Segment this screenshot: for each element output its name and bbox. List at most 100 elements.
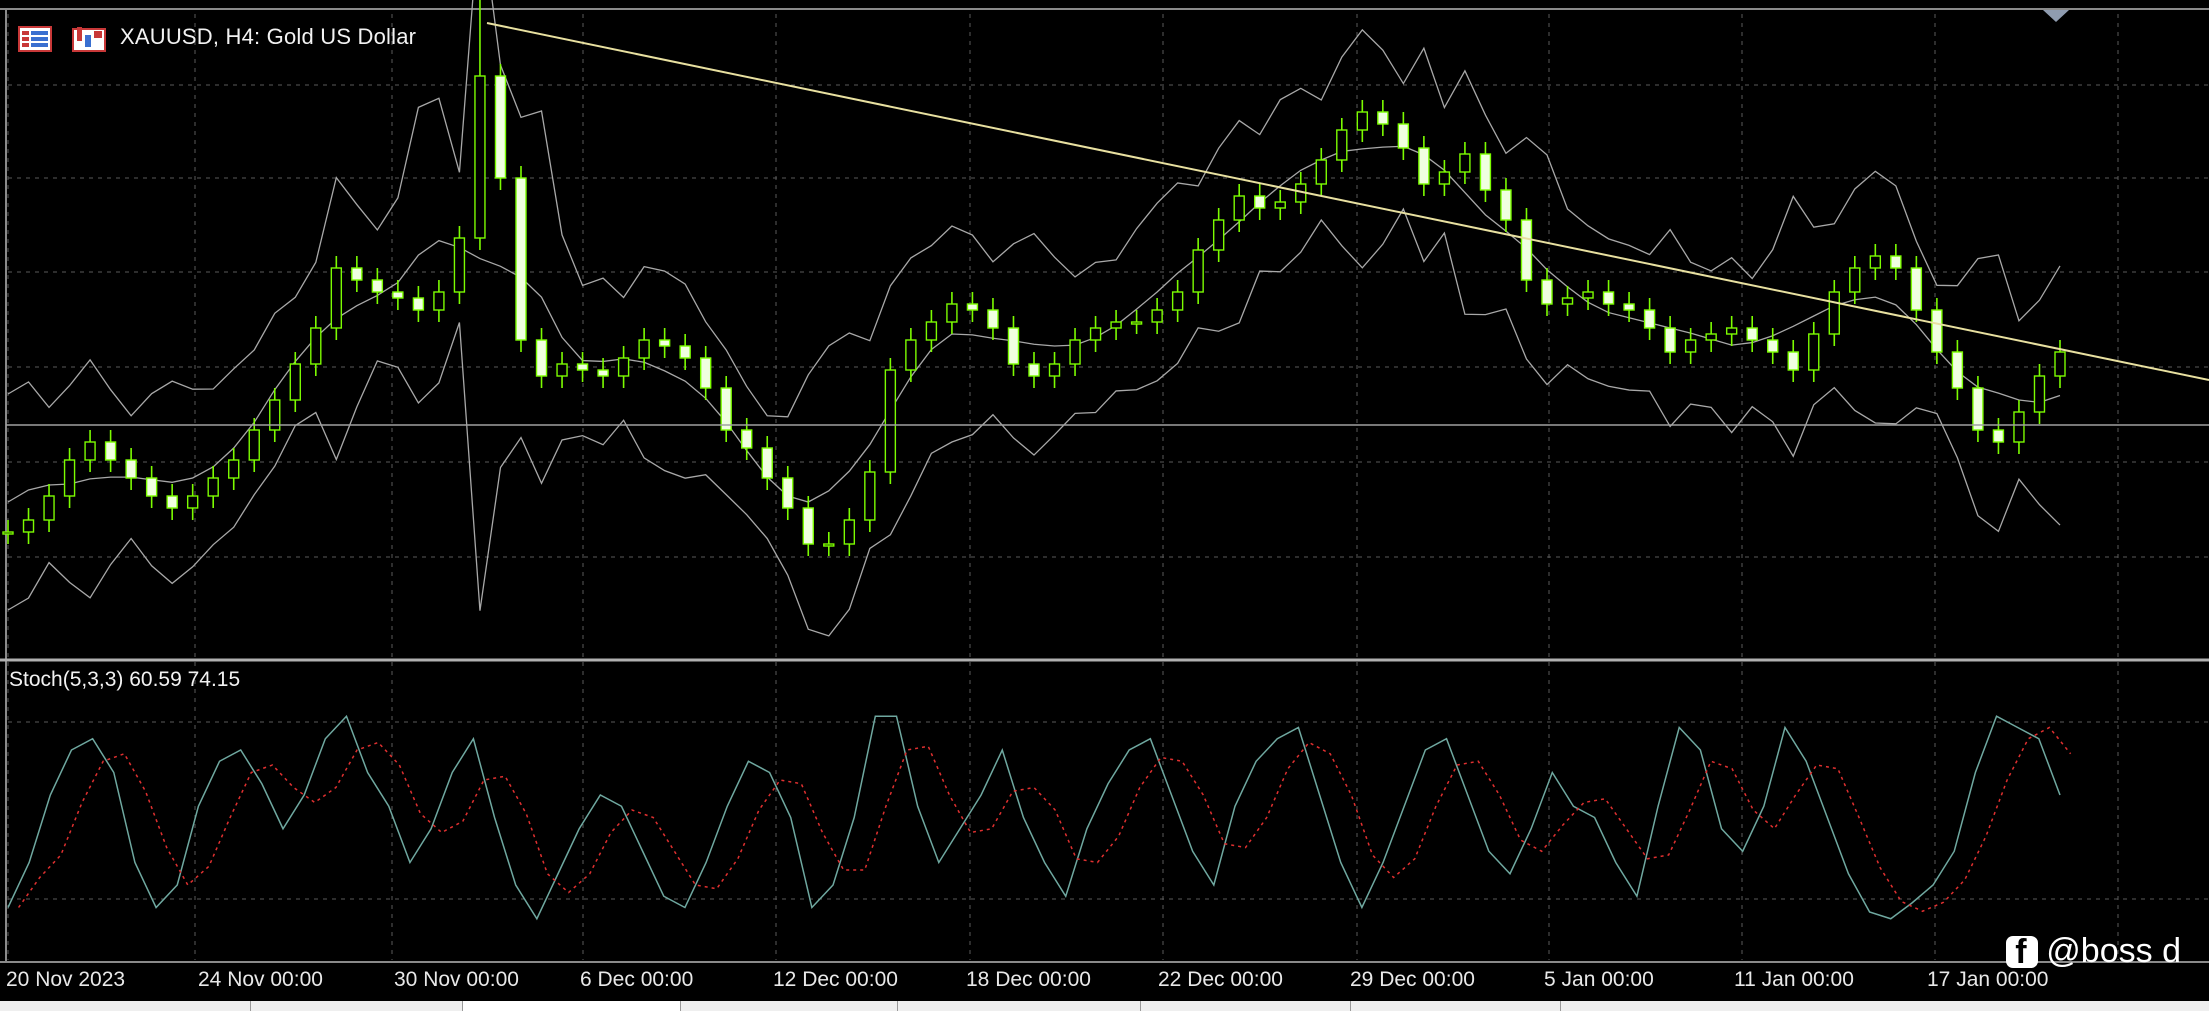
candle	[1028, 352, 1040, 388]
candle-body	[535, 339, 548, 377]
chart-tab[interactable]	[897, 1001, 898, 1011]
candle-body	[1808, 333, 1820, 371]
candle-body	[1972, 387, 1984, 431]
candle	[1500, 178, 1512, 232]
candle	[617, 346, 630, 388]
candle	[392, 280, 404, 310]
candle	[1069, 328, 1081, 376]
candle	[351, 256, 363, 292]
candle	[1664, 316, 1676, 364]
candle-body	[453, 237, 466, 293]
candle	[1541, 268, 1553, 316]
candle-body	[1356, 111, 1369, 131]
candle	[1890, 244, 1902, 280]
candle	[1438, 160, 1451, 196]
candle-body	[1890, 255, 1902, 269]
candle	[1377, 100, 1389, 136]
time-axis-label: 11 Jan 00:00	[1734, 968, 1854, 991]
chart-title: XAUUSD, H4: Gold US Dollar	[120, 24, 417, 49]
candle-body	[1684, 339, 1697, 353]
candle	[412, 286, 425, 322]
candle	[535, 328, 548, 388]
candle	[1828, 280, 1840, 346]
candle-body	[166, 495, 178, 509]
candle	[1336, 118, 1348, 172]
candle	[1212, 208, 1225, 262]
candle-body	[1377, 111, 1389, 125]
stoch-main-line	[7, 714, 2061, 921]
candle	[1254, 184, 1266, 220]
candle	[166, 484, 178, 520]
candle-body	[699, 357, 712, 389]
candle-body	[638, 339, 650, 359]
candle-body	[269, 399, 281, 431]
candle	[228, 448, 240, 490]
candle	[494, 64, 507, 190]
candle-body	[1828, 291, 1840, 335]
candle	[987, 298, 999, 340]
candle-body	[1479, 153, 1492, 191]
candle-body	[1849, 267, 1861, 293]
chart-tab[interactable]	[680, 1001, 681, 1011]
candle	[658, 328, 671, 358]
candle-body	[1151, 309, 1163, 323]
candle	[1972, 376, 1984, 442]
candle-body	[966, 303, 979, 311]
candle-body	[63, 459, 76, 497]
candle-body	[1643, 309, 1656, 329]
candle	[2, 520, 14, 544]
candle-body	[84, 441, 96, 461]
candle	[823, 532, 835, 556]
candle-body	[987, 309, 999, 329]
chart-tab[interactable]	[250, 1001, 251, 1011]
candle	[145, 466, 158, 508]
candle	[1767, 328, 1779, 364]
chart-tab-bar	[0, 1001, 2209, 1011]
candle	[1356, 100, 1369, 142]
candle	[104, 430, 117, 472]
candle-body	[1869, 255, 1882, 269]
time-axis-label: 22 Dec 00:00	[1158, 968, 1283, 991]
candle-body	[1274, 201, 1286, 209]
one-click-trading-icon[interactable]	[72, 26, 106, 52]
candle	[1787, 340, 1799, 382]
candle-body	[617, 357, 630, 377]
time-axis-label: 24 Nov 00:00	[198, 968, 323, 991]
candle-body	[576, 363, 589, 371]
candle-body	[1418, 147, 1430, 185]
candle	[966, 292, 979, 322]
candle	[884, 358, 897, 484]
time-axis-label: 6 Dec 00:00	[580, 968, 693, 991]
chart-properties-icon[interactable]	[18, 26, 52, 52]
candle	[125, 448, 137, 490]
time-axis-label: 5 Jan 00:00	[1544, 968, 1654, 991]
trendline	[486, 22, 2209, 381]
candle-body	[186, 495, 199, 509]
candle-body	[2054, 351, 2066, 377]
chart-shift-marker-icon[interactable]	[2043, 10, 2069, 22]
candle-body	[679, 345, 691, 359]
chart-tab[interactable]	[1560, 1001, 1561, 1011]
candle-body	[905, 339, 917, 371]
candle-body	[658, 339, 671, 347]
candle-body	[761, 447, 773, 479]
candle-body	[207, 477, 219, 497]
candle-body	[597, 369, 609, 377]
chart-tab-active[interactable]	[462, 1001, 681, 1011]
indicator-label: Stoch(5,3,3) 60.59 74.15	[9, 668, 241, 691]
candle-body	[371, 279, 384, 293]
candle	[1808, 322, 1820, 382]
candle-body	[392, 291, 404, 299]
candle	[802, 496, 814, 556]
candle-body	[1110, 321, 1122, 329]
candle	[1910, 256, 1923, 322]
candle	[1623, 292, 1635, 322]
chart-tab[interactable]	[1140, 1001, 1141, 1011]
candle-body	[1910, 267, 1923, 311]
candle-body	[1336, 129, 1348, 161]
candle-body	[741, 429, 753, 449]
candle-body	[125, 459, 137, 479]
chart-tab[interactable]	[1350, 1001, 1351, 1011]
